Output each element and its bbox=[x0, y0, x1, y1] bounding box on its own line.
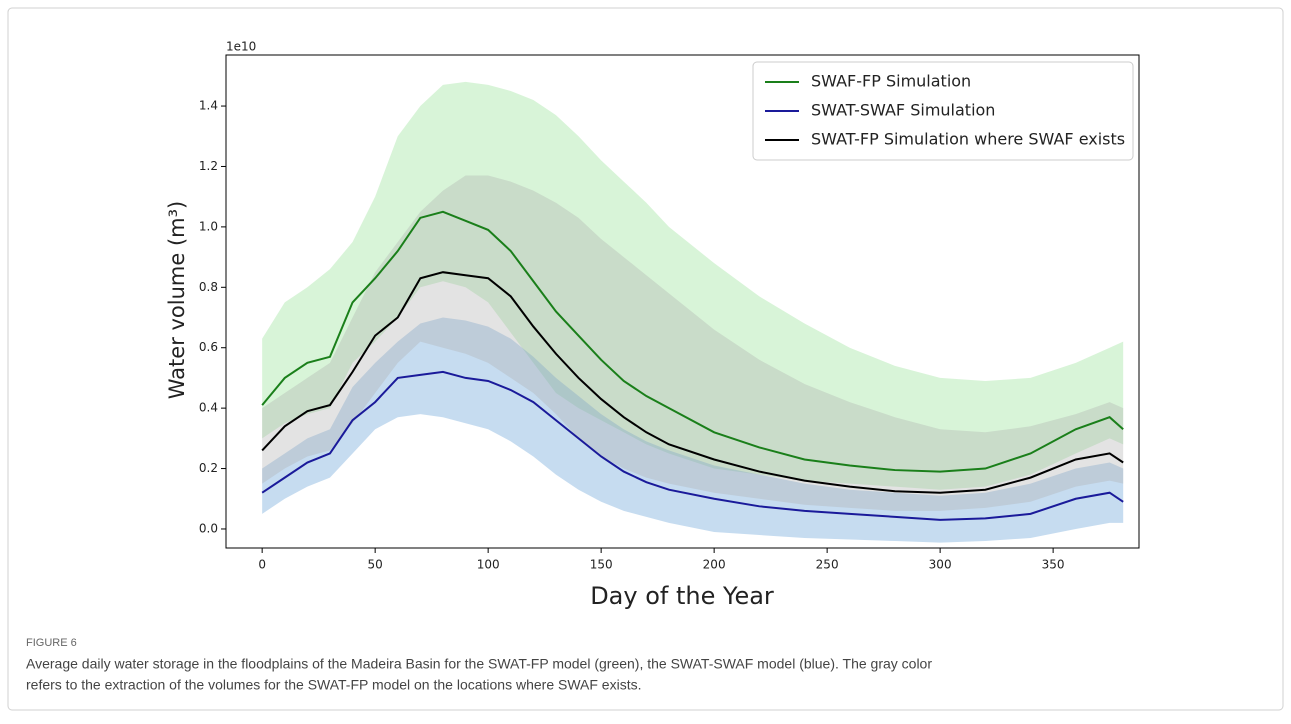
y-tick-label: 0.4 bbox=[199, 401, 218, 415]
y-tick-label: 0.0 bbox=[199, 521, 218, 535]
legend-label: SWAT-SWAF Simulation bbox=[811, 101, 995, 120]
y-tick-label: 1.2 bbox=[199, 159, 218, 173]
caption-line: Average daily water storage in the flood… bbox=[26, 656, 932, 672]
y-tick-label: 0.6 bbox=[199, 340, 218, 354]
y-tick-label: 1.0 bbox=[199, 219, 218, 233]
legend-label: SWAT-FP Simulation where SWAF exists bbox=[811, 130, 1125, 149]
x-tick-label: 100 bbox=[477, 558, 500, 572]
x-axis-label: Day of the Year bbox=[590, 582, 774, 610]
series-line bbox=[261, 370, 1124, 521]
band bbox=[262, 175, 1124, 511]
x-tick-label: 250 bbox=[816, 558, 839, 572]
y-tick-label: 0.2 bbox=[199, 461, 218, 475]
caption-line: refers to the extraction of the volumes … bbox=[26, 677, 641, 693]
x-tick-label: 150 bbox=[590, 558, 613, 572]
x-tick-label: 0 bbox=[258, 558, 266, 572]
y-tick-label: 1.4 bbox=[199, 99, 218, 113]
y-tick-label: 0.8 bbox=[199, 280, 218, 294]
series-line bbox=[261, 210, 1124, 473]
x-tick-label: 300 bbox=[929, 558, 952, 572]
frame bbox=[7, 7, 1284, 711]
offset-label: 1e10 bbox=[226, 40, 256, 54]
caption-label: FIGURE 6 bbox=[26, 637, 77, 649]
series-line bbox=[261, 271, 1124, 494]
plot-area bbox=[225, 54, 1140, 549]
x-tick-label: 200 bbox=[703, 558, 726, 572]
y-axis-label: Water volume (m³) bbox=[165, 201, 189, 400]
x-tick-label: 50 bbox=[368, 558, 383, 572]
legend-box bbox=[752, 61, 1134, 161]
band bbox=[262, 81, 1124, 490]
legend-label: SWAF-FP Simulation bbox=[811, 72, 971, 91]
x-tick-label: 350 bbox=[1042, 558, 1065, 572]
band bbox=[262, 317, 1124, 543]
